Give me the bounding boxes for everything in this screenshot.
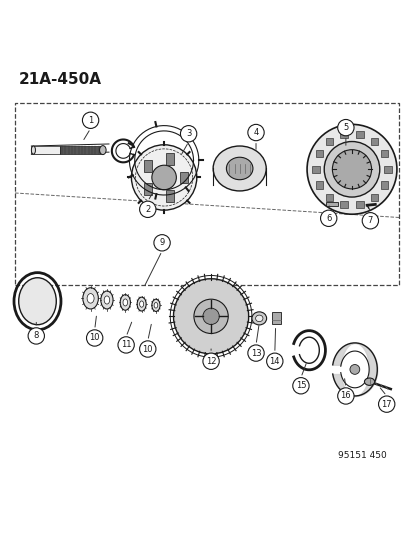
Ellipse shape <box>139 301 143 307</box>
FancyBboxPatch shape <box>144 183 152 195</box>
FancyBboxPatch shape <box>380 150 387 157</box>
Text: 12: 12 <box>205 357 216 366</box>
FancyBboxPatch shape <box>31 146 60 154</box>
Text: 17: 17 <box>380 400 391 409</box>
Ellipse shape <box>213 146 266 191</box>
Ellipse shape <box>31 146 36 154</box>
Text: 11: 11 <box>121 341 131 350</box>
Text: 10: 10 <box>142 344 153 353</box>
Circle shape <box>332 150 371 189</box>
Circle shape <box>154 235 170 251</box>
Text: 3: 3 <box>185 130 191 138</box>
FancyBboxPatch shape <box>166 190 174 202</box>
FancyBboxPatch shape <box>339 200 347 208</box>
Text: 7: 7 <box>367 216 372 225</box>
FancyBboxPatch shape <box>356 131 363 138</box>
Circle shape <box>152 165 176 190</box>
FancyBboxPatch shape <box>370 138 377 145</box>
Circle shape <box>247 124 263 141</box>
Circle shape <box>202 308 219 325</box>
Circle shape <box>82 112 99 128</box>
Circle shape <box>266 353 282 369</box>
Circle shape <box>139 201 156 217</box>
FancyBboxPatch shape <box>315 150 323 157</box>
Ellipse shape <box>255 315 262 321</box>
Ellipse shape <box>123 299 127 306</box>
Ellipse shape <box>19 278 56 325</box>
FancyBboxPatch shape <box>325 202 337 206</box>
Circle shape <box>306 124 396 214</box>
Ellipse shape <box>100 146 106 155</box>
Text: 95151 450: 95151 450 <box>337 451 385 459</box>
Text: 10: 10 <box>89 334 100 343</box>
Text: 15: 15 <box>295 381 306 390</box>
FancyBboxPatch shape <box>166 153 174 165</box>
FancyBboxPatch shape <box>325 193 332 201</box>
Text: 13: 13 <box>250 349 261 358</box>
FancyBboxPatch shape <box>60 146 100 154</box>
Ellipse shape <box>137 297 146 311</box>
Ellipse shape <box>100 291 113 309</box>
Circle shape <box>292 377 309 394</box>
Circle shape <box>320 210 336 227</box>
Circle shape <box>202 353 219 369</box>
Text: 14: 14 <box>269 357 279 366</box>
FancyBboxPatch shape <box>356 200 363 208</box>
Circle shape <box>349 365 359 374</box>
Circle shape <box>139 341 156 357</box>
FancyBboxPatch shape <box>272 312 281 325</box>
Text: 16: 16 <box>340 391 350 400</box>
Text: 2: 2 <box>145 205 150 214</box>
Circle shape <box>337 388 353 404</box>
Circle shape <box>173 279 248 354</box>
Circle shape <box>180 126 196 142</box>
Circle shape <box>118 337 134 353</box>
Ellipse shape <box>104 296 109 304</box>
Ellipse shape <box>226 157 252 180</box>
Ellipse shape <box>83 288 98 309</box>
Ellipse shape <box>363 378 374 385</box>
Text: 6: 6 <box>325 214 330 223</box>
Ellipse shape <box>152 299 160 311</box>
FancyBboxPatch shape <box>315 181 323 189</box>
FancyBboxPatch shape <box>380 181 387 189</box>
Circle shape <box>377 396 394 413</box>
Text: 1: 1 <box>88 116 93 125</box>
Text: 8: 8 <box>33 332 39 341</box>
Text: 9: 9 <box>159 238 164 247</box>
Text: 5: 5 <box>342 123 348 132</box>
Circle shape <box>323 142 379 197</box>
Ellipse shape <box>120 295 130 310</box>
Text: 21A-450A: 21A-450A <box>19 72 102 87</box>
Circle shape <box>193 299 228 334</box>
FancyBboxPatch shape <box>370 193 377 201</box>
Circle shape <box>28 328 44 344</box>
Circle shape <box>86 330 102 346</box>
Circle shape <box>337 119 353 136</box>
Circle shape <box>131 145 196 210</box>
Circle shape <box>361 213 377 229</box>
FancyBboxPatch shape <box>179 172 188 183</box>
Ellipse shape <box>87 294 94 303</box>
FancyBboxPatch shape <box>383 166 391 173</box>
Ellipse shape <box>154 303 157 308</box>
Text: 4: 4 <box>253 128 258 137</box>
FancyBboxPatch shape <box>339 131 347 138</box>
FancyBboxPatch shape <box>312 166 319 173</box>
FancyBboxPatch shape <box>325 138 332 145</box>
FancyBboxPatch shape <box>144 160 152 172</box>
Circle shape <box>247 345 263 361</box>
Ellipse shape <box>252 312 266 325</box>
